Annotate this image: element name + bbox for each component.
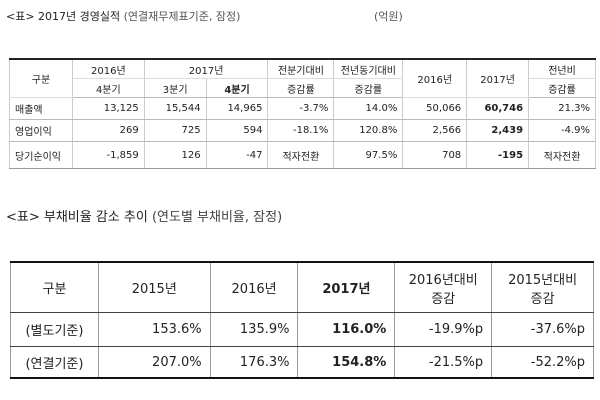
row-label: (연결기준) <box>10 346 99 379</box>
cell-qoq: -3.7% <box>267 97 335 120</box>
header-vs-2016: 2016년대비 증감 <box>394 261 493 313</box>
cell-q4-2016: -1,859 <box>71 141 145 169</box>
performance-table: 구분 2016년 2017년 전분기대비 전년동기대비 2016년 2017년 … <box>9 58 596 169</box>
header-q3-2017: 3분기 <box>143 78 207 98</box>
header-2015: 2015년 <box>97 261 211 313</box>
cell-vs-2015: -52.2%p <box>491 346 594 379</box>
cell-q3-2017: 126 <box>143 141 207 169</box>
cell-year-2017: 2,439 <box>466 119 530 142</box>
table2-title-note: (연도별 부채비율, 잠정) <box>151 210 283 225</box>
debt-ratio-table: 구분 2015년 2016년 2017년 2016년대비 증감 2015년대비 … <box>10 261 594 379</box>
table1-title: <표> 2017년 경영실적 (연결재무제표기준, 잠정) <box>6 8 240 24</box>
header-change-annual: 증감률 <box>528 78 596 98</box>
cell-vs-2016: -19.9%p <box>394 312 493 347</box>
table2-title: <표> 부채비율 감소 추이 (연도별 부채비율, 잠정) <box>6 206 282 225</box>
cell-2015: 153.6% <box>97 312 211 347</box>
header-category: 구분 <box>9 58 73 98</box>
cell-q4-2016: 13,125 <box>71 97 145 120</box>
header-change-yoy: 증감률 <box>333 78 404 98</box>
header-year-2016: 2016년 <box>402 58 468 98</box>
header-vs-2015: 2015년대비 증감 <box>491 261 594 313</box>
table1-title-text: <표> 2017년 경영실적 <box>6 10 121 23</box>
cell-2017: 154.8% <box>297 346 396 379</box>
header-2016: 2016년 <box>209 261 299 313</box>
header-2016: 2016년 <box>71 58 145 79</box>
table1-unit: (억원) <box>374 10 403 23</box>
row-label: 매출액 <box>9 97 73 120</box>
cell-2017: 116.0% <box>297 312 396 347</box>
header-year-2017: 2017년 <box>466 58 530 98</box>
cell-q4-2017: 14,965 <box>205 97 269 120</box>
cell-2015: 207.0% <box>97 346 211 379</box>
header-q4-2016: 4분기 <box>71 78 145 98</box>
cell-vs-2016: -21.5%p <box>394 346 493 379</box>
table-row: (별도기준) 153.6% 135.9% 116.0% -19.9%p -37.… <box>10 312 594 347</box>
cell-year-2016: 708 <box>402 141 468 169</box>
cell-q4-2017: 594 <box>205 119 269 142</box>
cell-2016: 135.9% <box>209 312 299 347</box>
row-label: 영업이익 <box>9 119 73 142</box>
header-change-qoq: 증감률 <box>267 78 335 98</box>
header-annual: 전년비 <box>528 58 596 79</box>
header-qoq: 전분기대비 <box>267 58 335 79</box>
row-label: 당기순이익 <box>9 141 73 169</box>
cell-year-2016: 50,066 <box>402 97 468 120</box>
cell-annual: 적자전환 <box>528 141 596 169</box>
cell-2016: 176.3% <box>209 346 299 379</box>
table2-title-text: <표> 부채비율 감소 추이 <box>6 210 148 225</box>
cell-year-2017: -195 <box>466 141 530 169</box>
cell-qoq: 적자전환 <box>267 141 335 169</box>
row-label: (별도기준) <box>10 312 99 347</box>
cell-q4-2017: -47 <box>205 141 269 169</box>
header-q4-2017: 4분기 <box>205 78 269 98</box>
cell-yoy: 14.0% <box>333 97 404 120</box>
header-2017: 2017년 <box>143 58 269 79</box>
cell-vs-2015: -37.6%p <box>491 312 594 347</box>
cell-annual: -4.9% <box>528 119 596 142</box>
cell-yoy: 97.5% <box>333 141 404 169</box>
table-row: (연결기준) 207.0% 176.3% 154.8% -21.5%p -52.… <box>10 346 594 379</box>
cell-annual: 21.3% <box>528 97 596 120</box>
table-row: 당기순이익 -1,859 126 -47 적자전환 97.5% 708 -195… <box>9 141 596 169</box>
header-2017: 2017년 <box>297 261 396 313</box>
header-category: 구분 <box>10 261 99 313</box>
header-yoy: 전년동기대비 <box>333 58 404 79</box>
table-row: 매출액 13,125 15,544 14,965 -3.7% 14.0% 50,… <box>9 97 596 120</box>
cell-year-2016: 2,566 <box>402 119 468 142</box>
table1-title-note: (연결재무제표기준, 잠정) <box>123 10 241 23</box>
cell-q3-2017: 725 <box>143 119 207 142</box>
cell-q4-2016: 269 <box>71 119 145 142</box>
cell-yoy: 120.8% <box>333 119 404 142</box>
cell-q3-2017: 15,544 <box>143 97 207 120</box>
cell-year-2017: 60,746 <box>466 97 530 120</box>
table-row: 영업이익 269 725 594 -18.1% 120.8% 2,566 2,4… <box>9 119 596 142</box>
cell-qoq: -18.1% <box>267 119 335 142</box>
